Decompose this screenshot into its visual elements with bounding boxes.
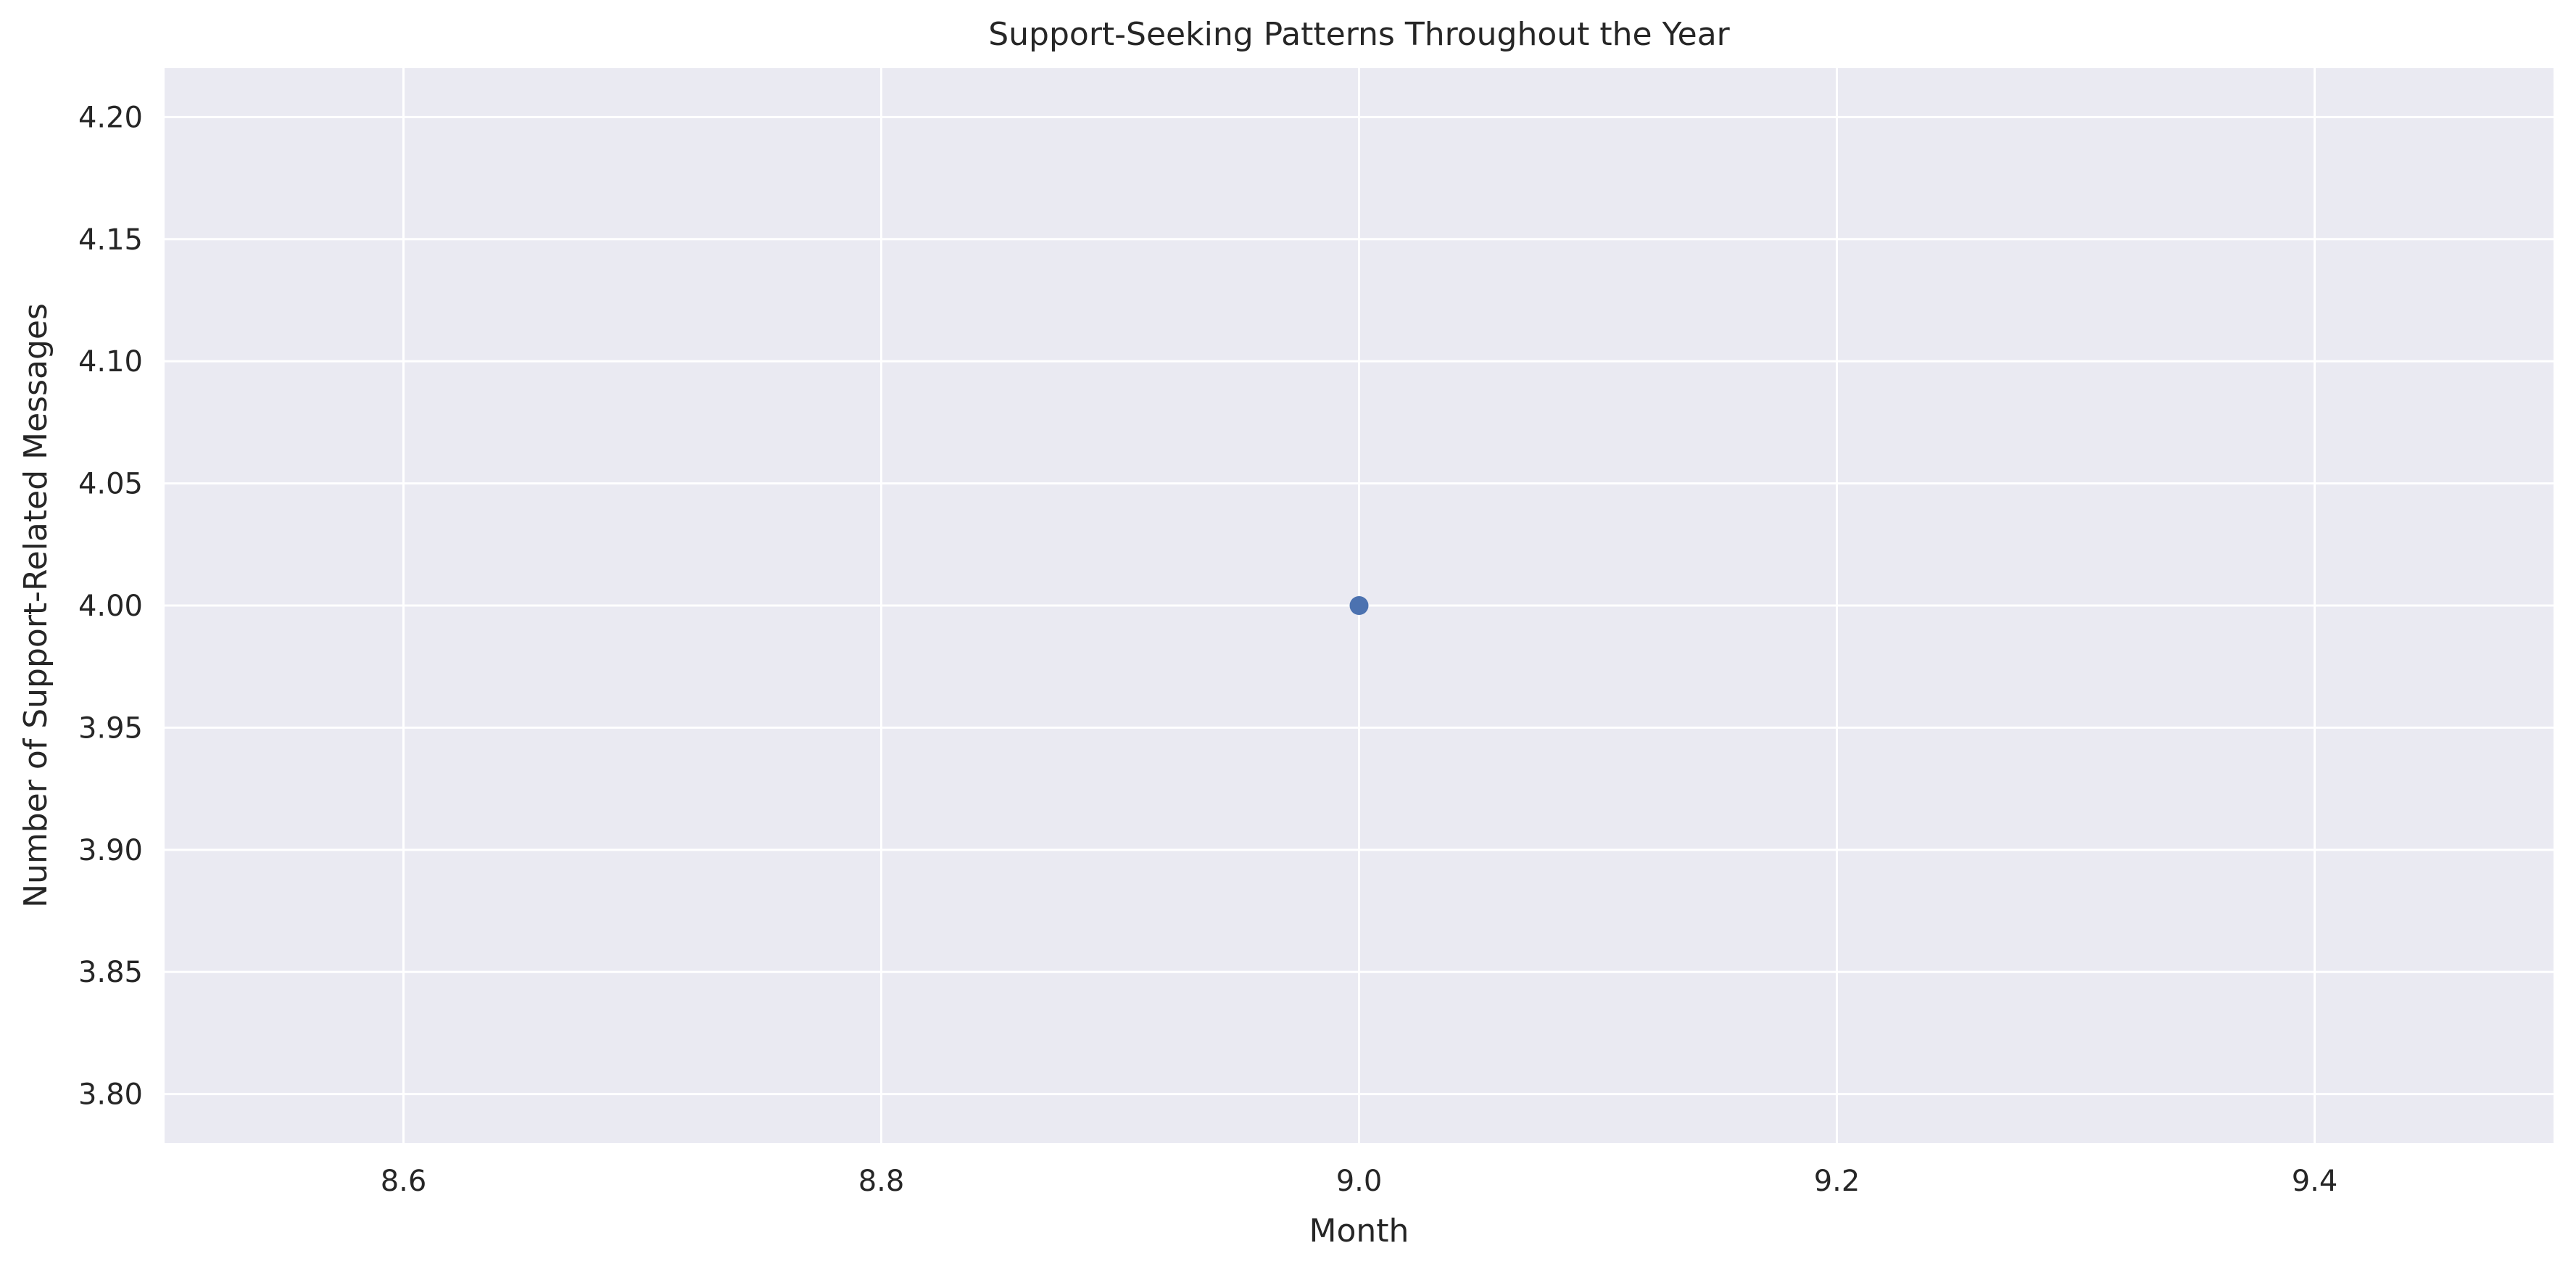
x-axis-label: Month: [1309, 1213, 1409, 1250]
y-tick-label: 3.85: [78, 956, 143, 989]
x-axis-ticks: 8.6 8.8 9.0 9.2 9.4: [381, 1165, 2338, 1198]
y-tick-label: 4.05: [78, 468, 143, 501]
scatter-point: [1349, 596, 1369, 615]
y-tick-label: 4.00: [78, 590, 143, 623]
y-tick-label: 3.90: [78, 834, 143, 867]
x-tick-label: 8.8: [858, 1165, 905, 1198]
x-tick-label: 9.4: [2292, 1165, 2338, 1198]
y-tick-label: 3.95: [78, 711, 143, 745]
x-tick-label: 8.6: [381, 1165, 427, 1198]
x-tick-label: 9.2: [1814, 1165, 1860, 1198]
y-axis-label: Number of Support-Related Messages: [17, 303, 54, 908]
chart-title: Support-Seeking Patterns Throughout the …: [988, 16, 1730, 53]
y-tick-label: 4.10: [78, 345, 143, 379]
x-tick-label: 9.0: [1336, 1165, 1383, 1198]
y-tick-label: 4.20: [78, 101, 143, 134]
y-tick-label: 3.80: [78, 1078, 143, 1112]
y-tick-label: 4.15: [78, 223, 143, 257]
data-points: [1349, 596, 1369, 615]
y-axis-ticks: 3.80 3.85 3.90 3.95 4.00 4.05 4.10 4.15 4.20: [78, 101, 143, 1111]
